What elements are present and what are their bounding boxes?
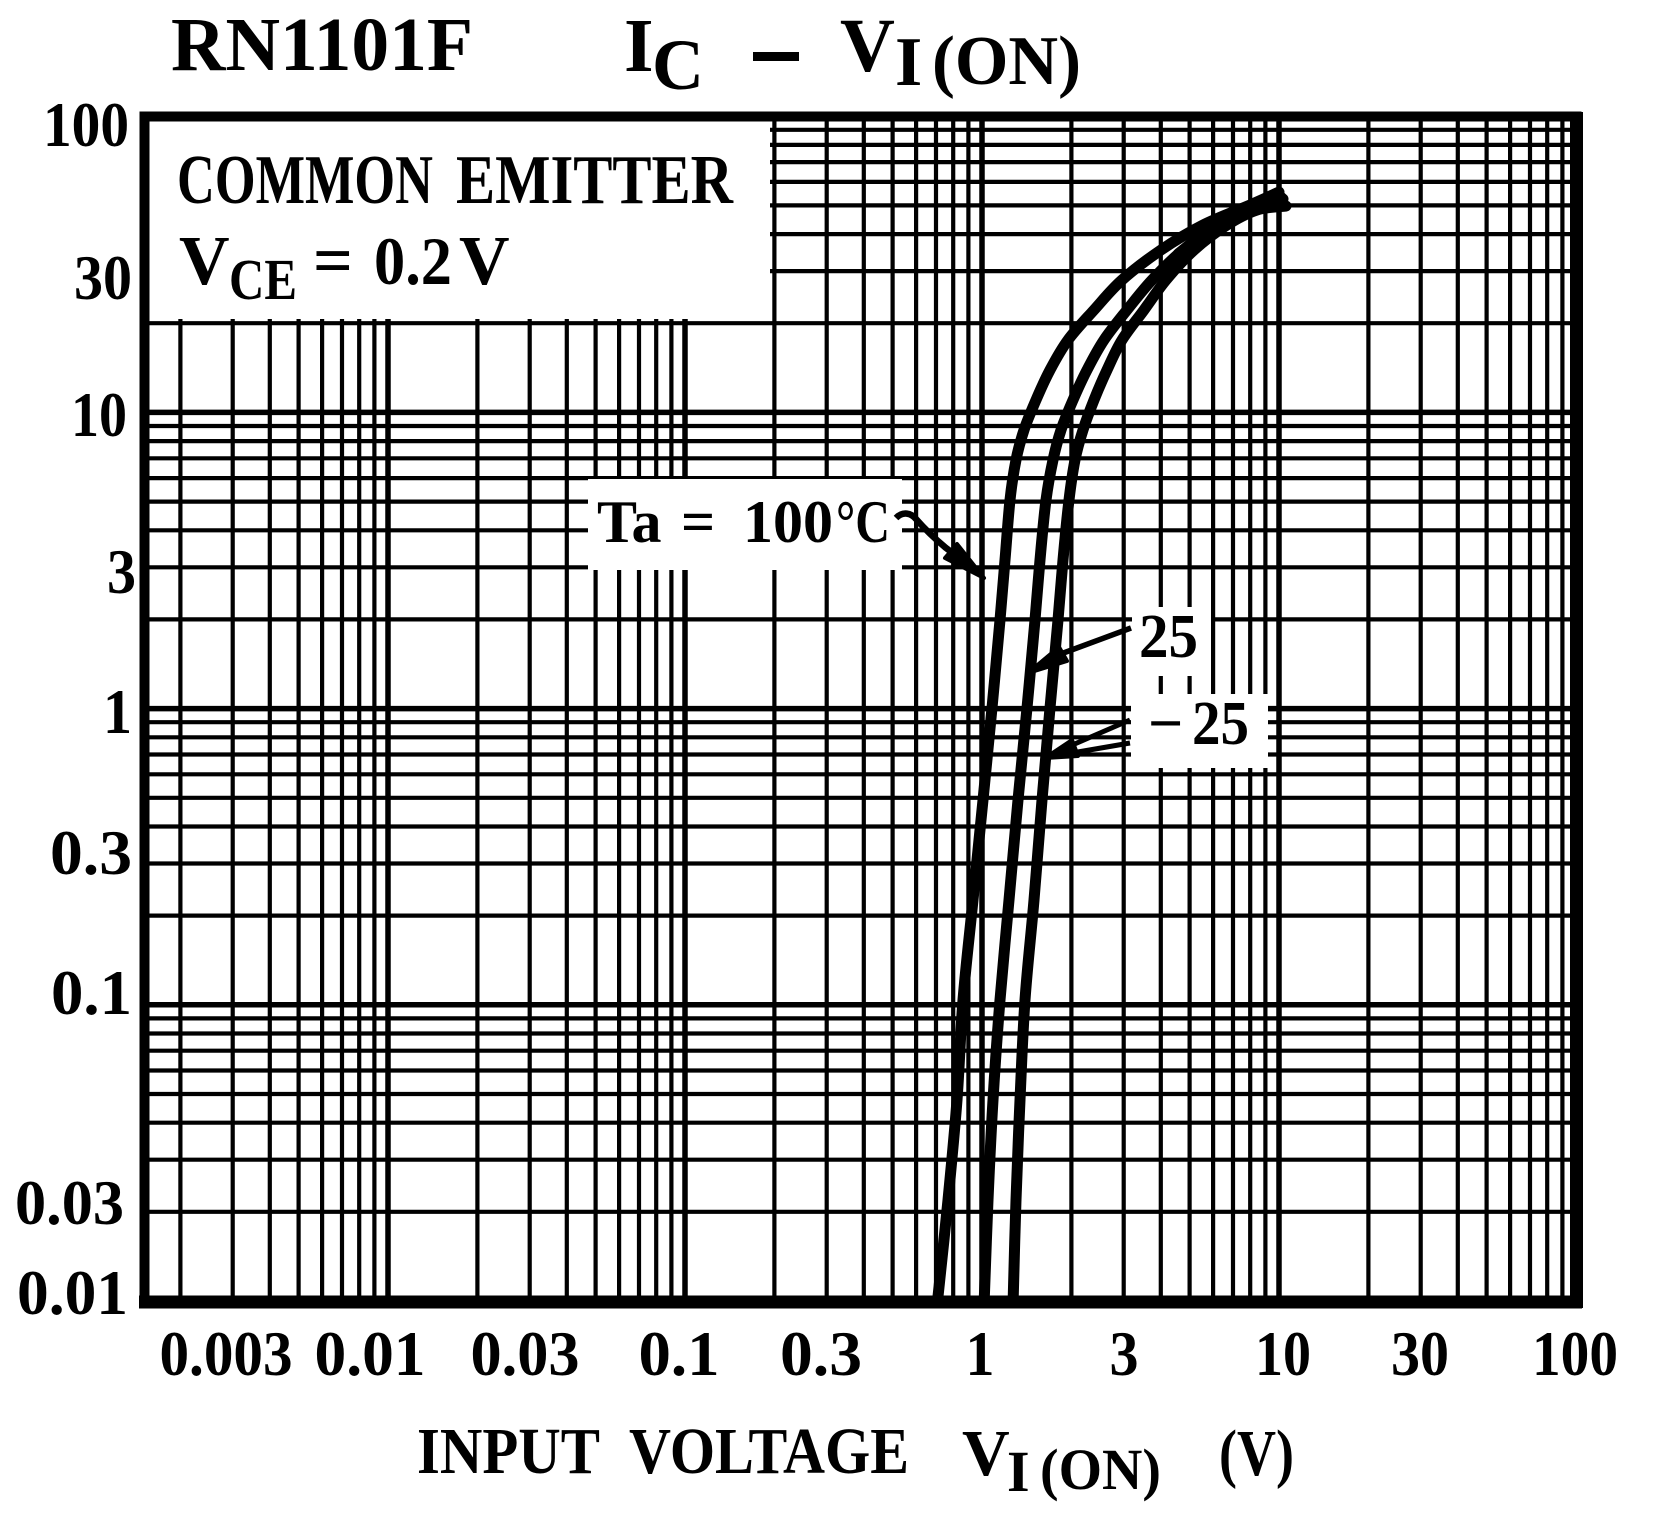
svg-text:I: I [895, 24, 922, 101]
svg-text:V: V [840, 4, 895, 88]
svg-text:1: 1 [966, 1318, 995, 1389]
svg-text:0.01: 0.01 [17, 1257, 128, 1328]
svg-text:0.1: 0.1 [639, 1318, 720, 1389]
svg-text:100: 100 [1532, 1318, 1618, 1389]
svg-text:(V): (V) [1219, 1417, 1294, 1490]
svg-text:10: 10 [71, 379, 127, 450]
svg-text:INPUT: INPUT [417, 1415, 600, 1488]
svg-text:RN1101F: RN1101F [171, 3, 473, 87]
svg-text:Ta: Ta [597, 489, 662, 555]
svg-text:(ON): (ON) [1040, 1437, 1161, 1502]
svg-text:=: = [681, 489, 715, 555]
svg-text:−: − [1148, 690, 1183, 758]
svg-text:0.003: 0.003 [160, 1318, 293, 1389]
svg-text:0.03: 0.03 [471, 1318, 580, 1389]
svg-text:I: I [624, 4, 654, 88]
svg-text:V: V [962, 1417, 1010, 1490]
svg-text:CE: CE [229, 247, 297, 312]
svg-text:=: = [313, 223, 353, 300]
svg-text:100: 100 [43, 89, 129, 160]
svg-text:1: 1 [103, 676, 132, 747]
svg-text:EMITTER: EMITTER [456, 142, 734, 219]
svg-text:10: 10 [1255, 1318, 1311, 1389]
svg-text:V: V [459, 223, 510, 300]
svg-text:30: 30 [1391, 1318, 1449, 1389]
svg-text:30: 30 [74, 242, 132, 313]
svg-text:3: 3 [107, 536, 136, 607]
svg-text:100: 100 [743, 489, 833, 555]
svg-text:°C: °C [836, 489, 890, 555]
svg-text:0.3: 0.3 [780, 1318, 862, 1389]
svg-text:25: 25 [1192, 690, 1249, 758]
svg-text:0.03: 0.03 [15, 1167, 124, 1238]
svg-text:I: I [1007, 1439, 1030, 1504]
svg-text:C: C [652, 25, 704, 105]
svg-text:0.01: 0.01 [315, 1318, 426, 1389]
svg-text:COMMON: COMMON [177, 142, 433, 219]
svg-text:V: V [179, 223, 230, 300]
svg-text:0.2: 0.2 [374, 223, 452, 299]
svg-text:(ON): (ON) [932, 23, 1081, 100]
svg-text:VOLTAGE: VOLTAGE [629, 1415, 909, 1488]
svg-text:3: 3 [1110, 1318, 1139, 1389]
svg-text:0.3: 0.3 [50, 817, 132, 888]
svg-text:0.1: 0.1 [51, 957, 132, 1028]
svg-text:25: 25 [1139, 603, 1198, 671]
